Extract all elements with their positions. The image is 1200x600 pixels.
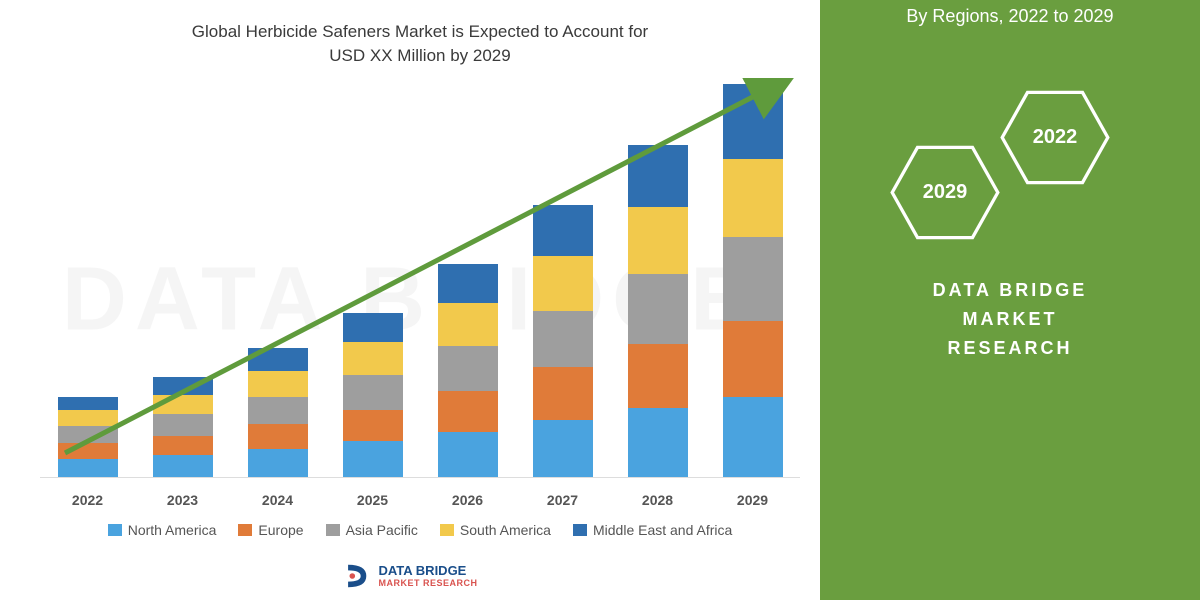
bar-segment bbox=[153, 395, 213, 415]
hex-2022: 2022 bbox=[1000, 90, 1110, 185]
bar-segment bbox=[58, 410, 118, 426]
bar-segment bbox=[533, 256, 593, 311]
bar-segment bbox=[438, 264, 498, 303]
chart-title-line2: USD XX Million by 2029 bbox=[329, 46, 510, 65]
x-label: 2025 bbox=[343, 492, 403, 508]
bar-column bbox=[58, 397, 118, 477]
legend-swatch bbox=[440, 524, 454, 536]
x-label: 2029 bbox=[723, 492, 783, 508]
bar-segment bbox=[438, 303, 498, 346]
brand-line1: DATA BRIDGE MARKET bbox=[933, 280, 1088, 329]
legend-swatch bbox=[108, 524, 122, 536]
legend-swatch bbox=[326, 524, 340, 536]
chart-title-line1: Global Herbicide Safeners Market is Expe… bbox=[192, 22, 648, 41]
legend-label: South America bbox=[460, 522, 551, 538]
bar-segment bbox=[533, 367, 593, 420]
bar-segment bbox=[153, 436, 213, 456]
bar-segment bbox=[438, 346, 498, 391]
chart-title: Global Herbicide Safeners Market is Expe… bbox=[40, 20, 800, 68]
bar-segment bbox=[438, 391, 498, 432]
bar-column bbox=[628, 145, 688, 477]
hex-2029-label: 2029 bbox=[923, 181, 968, 204]
bar-segment bbox=[248, 424, 308, 449]
x-label: 2026 bbox=[438, 492, 498, 508]
bar-column bbox=[343, 313, 403, 477]
footer-logo: DATA BRIDGE MARKET RESEARCH bbox=[342, 562, 477, 590]
x-label: 2028 bbox=[628, 492, 688, 508]
x-label: 2024 bbox=[248, 492, 308, 508]
chart-panel: DATA BRIDGE Global Herbicide Safeners Ma… bbox=[0, 0, 820, 600]
bar-segment bbox=[533, 205, 593, 256]
bar-segment bbox=[248, 397, 308, 424]
bar-segment bbox=[248, 371, 308, 396]
logo-sub-text: MARKET RESEARCH bbox=[378, 578, 477, 588]
bar-column bbox=[438, 264, 498, 477]
bar-segment bbox=[248, 449, 308, 476]
x-label: 2027 bbox=[533, 492, 593, 508]
bar-segment bbox=[628, 408, 688, 476]
bar-segment bbox=[58, 459, 118, 477]
legend-item: South America bbox=[440, 522, 551, 538]
hex-2022-label: 2022 bbox=[1033, 126, 1078, 149]
bar-segment bbox=[438, 432, 498, 477]
bar-segment bbox=[533, 420, 593, 477]
bar-segment bbox=[723, 397, 783, 477]
bar-segment bbox=[343, 313, 403, 342]
brand-line2: RESEARCH bbox=[947, 338, 1072, 358]
bar-segment bbox=[343, 342, 403, 375]
right-panel: By Regions, 2022 to 2029 2029 2022 DATA … bbox=[820, 0, 1200, 600]
bar-segment bbox=[723, 237, 783, 321]
bar-column bbox=[533, 205, 593, 476]
legend-item: North America bbox=[108, 522, 217, 538]
legend-label: North America bbox=[128, 522, 217, 538]
hex-2029: 2029 bbox=[890, 145, 1000, 240]
bar-segment bbox=[58, 426, 118, 444]
bar-column bbox=[248, 348, 308, 477]
bar-segment bbox=[343, 410, 403, 441]
bar-segment bbox=[343, 375, 403, 410]
x-axis-labels: 2022 2023 2024 2025 2026 2027 2028 2029 bbox=[40, 492, 800, 508]
x-label: 2022 bbox=[58, 492, 118, 508]
bar-segment bbox=[723, 321, 783, 397]
bar-segment bbox=[58, 397, 118, 411]
bar-segment bbox=[248, 348, 308, 371]
right-subtitle: By Regions, 2022 to 2029 bbox=[820, 6, 1200, 27]
bar-segment bbox=[58, 443, 118, 459]
bar-segment bbox=[628, 207, 688, 273]
bar-segment bbox=[723, 84, 783, 158]
legend-label: Middle East and Africa bbox=[593, 522, 732, 538]
hex-group: 2029 2022 bbox=[880, 90, 1140, 270]
bar-container bbox=[40, 78, 800, 478]
bar-segment bbox=[153, 455, 213, 476]
bar-column bbox=[153, 377, 213, 476]
bar-segment bbox=[153, 414, 213, 435]
logo-text-block: DATA BRIDGE MARKET RESEARCH bbox=[378, 564, 477, 588]
legend-item: Europe bbox=[238, 522, 303, 538]
bar-segment bbox=[153, 377, 213, 395]
legend-swatch bbox=[238, 524, 252, 536]
legend-swatch bbox=[573, 524, 587, 536]
brand-text: DATA BRIDGE MARKET RESEARCH bbox=[915, 276, 1105, 362]
bar-segment bbox=[533, 311, 593, 368]
legend-item: Middle East and Africa bbox=[573, 522, 732, 538]
logo-main-text: DATA BRIDGE bbox=[378, 564, 477, 578]
legend-label: Asia Pacific bbox=[346, 522, 418, 538]
legend-item: Asia Pacific bbox=[326, 522, 418, 538]
legend: North America Europe Asia Pacific South Ame… bbox=[40, 522, 800, 538]
bar-column bbox=[723, 84, 783, 476]
legend-label: Europe bbox=[258, 522, 303, 538]
x-label: 2023 bbox=[153, 492, 213, 508]
bar-segment bbox=[628, 145, 688, 207]
bar-segment bbox=[628, 274, 688, 344]
bar-segment bbox=[343, 441, 403, 476]
bar-segment bbox=[723, 159, 783, 237]
chart-area: 2022 2023 2024 2025 2026 2027 2028 2029 bbox=[40, 78, 800, 508]
bar-segment bbox=[628, 344, 688, 408]
logo-mark-icon bbox=[342, 562, 370, 590]
